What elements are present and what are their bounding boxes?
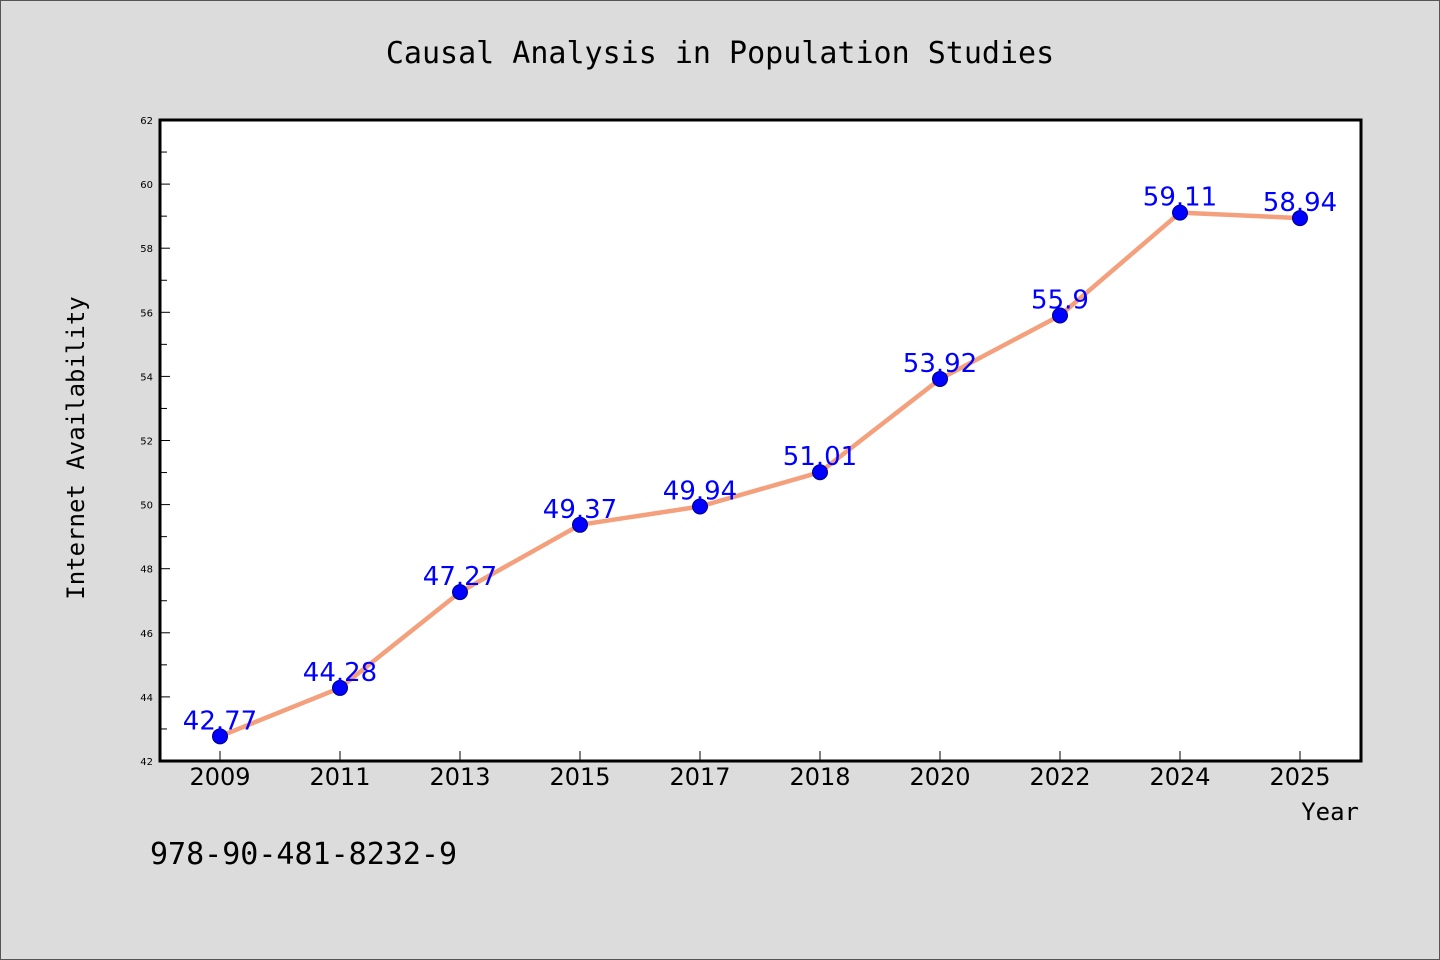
- data-point: [452, 584, 468, 601]
- x-tick-label: 2025: [1269, 763, 1330, 791]
- data-point: [212, 728, 228, 745]
- y-tick-label: 44: [140, 693, 153, 704]
- x-tick-label: 2017: [669, 763, 730, 791]
- data-label: 44.28: [303, 658, 377, 688]
- chart-title: Causal Analysis in Population Studies: [386, 36, 1054, 71]
- x-tick-label: 2013: [429, 763, 490, 791]
- data-labels: 42.77 44.28 47.27 49.37 49.94 51.01 53.92 55.9 5…: [183, 183, 1337, 737]
- data-label: 53.92: [903, 349, 977, 379]
- y-tick-label: 62: [140, 116, 153, 127]
- data-label: 49.94: [663, 477, 737, 507]
- series-line: [217, 210, 1303, 739]
- x-axis-label: Year: [1301, 798, 1359, 826]
- x-tick-label: 2015: [549, 763, 610, 791]
- data-label: 49.37: [543, 495, 617, 525]
- y-tick-label: 50: [140, 501, 153, 512]
- data-label: 55.9: [1031, 286, 1089, 316]
- x-tick-label: 2011: [309, 763, 370, 791]
- data-label: 51.01: [783, 442, 857, 472]
- data-point: [332, 679, 348, 696]
- series-group: [212, 204, 1308, 745]
- isbn-footer: 978-90-481-8232-9: [150, 837, 457, 872]
- data-label: 47.27: [423, 562, 497, 592]
- data-label: 42.77: [183, 706, 257, 736]
- data-point: [1172, 204, 1188, 221]
- x-tick-label: 2022: [1029, 763, 1090, 791]
- y-tick-label: 56: [140, 308, 153, 319]
- x-tick-label: 2020: [909, 763, 970, 791]
- y-tick-label: 52: [140, 437, 153, 448]
- data-point: [692, 498, 708, 515]
- y-tick-label: 60: [140, 180, 153, 191]
- x-axis: 2009 2011 2013 2015 2017 2018 2020 2022 2024 2025: [189, 751, 1331, 791]
- y-axis: 42 44 46 48 50 52 54 56 58 60 62: [140, 116, 170, 768]
- y-tick-label: 58: [140, 244, 153, 255]
- data-point: [1292, 210, 1308, 227]
- data-label: 58.94: [1263, 188, 1337, 218]
- y-tick-label: 46: [140, 629, 153, 640]
- data-point: [932, 370, 948, 387]
- y-tick-label: 42: [140, 757, 153, 768]
- data-point: [812, 464, 828, 481]
- x-tick-label: 2009: [189, 763, 250, 791]
- x-tick-label: 2024: [1149, 763, 1210, 791]
- x-tick-label: 2018: [789, 763, 850, 791]
- data-point: [1052, 307, 1068, 324]
- y-axis-label: Internet Availability: [62, 296, 90, 599]
- data-label: 59.11: [1143, 183, 1217, 213]
- y-tick-label: 48: [140, 565, 153, 576]
- data-point: [572, 516, 588, 533]
- y-tick-label: 54: [140, 372, 153, 383]
